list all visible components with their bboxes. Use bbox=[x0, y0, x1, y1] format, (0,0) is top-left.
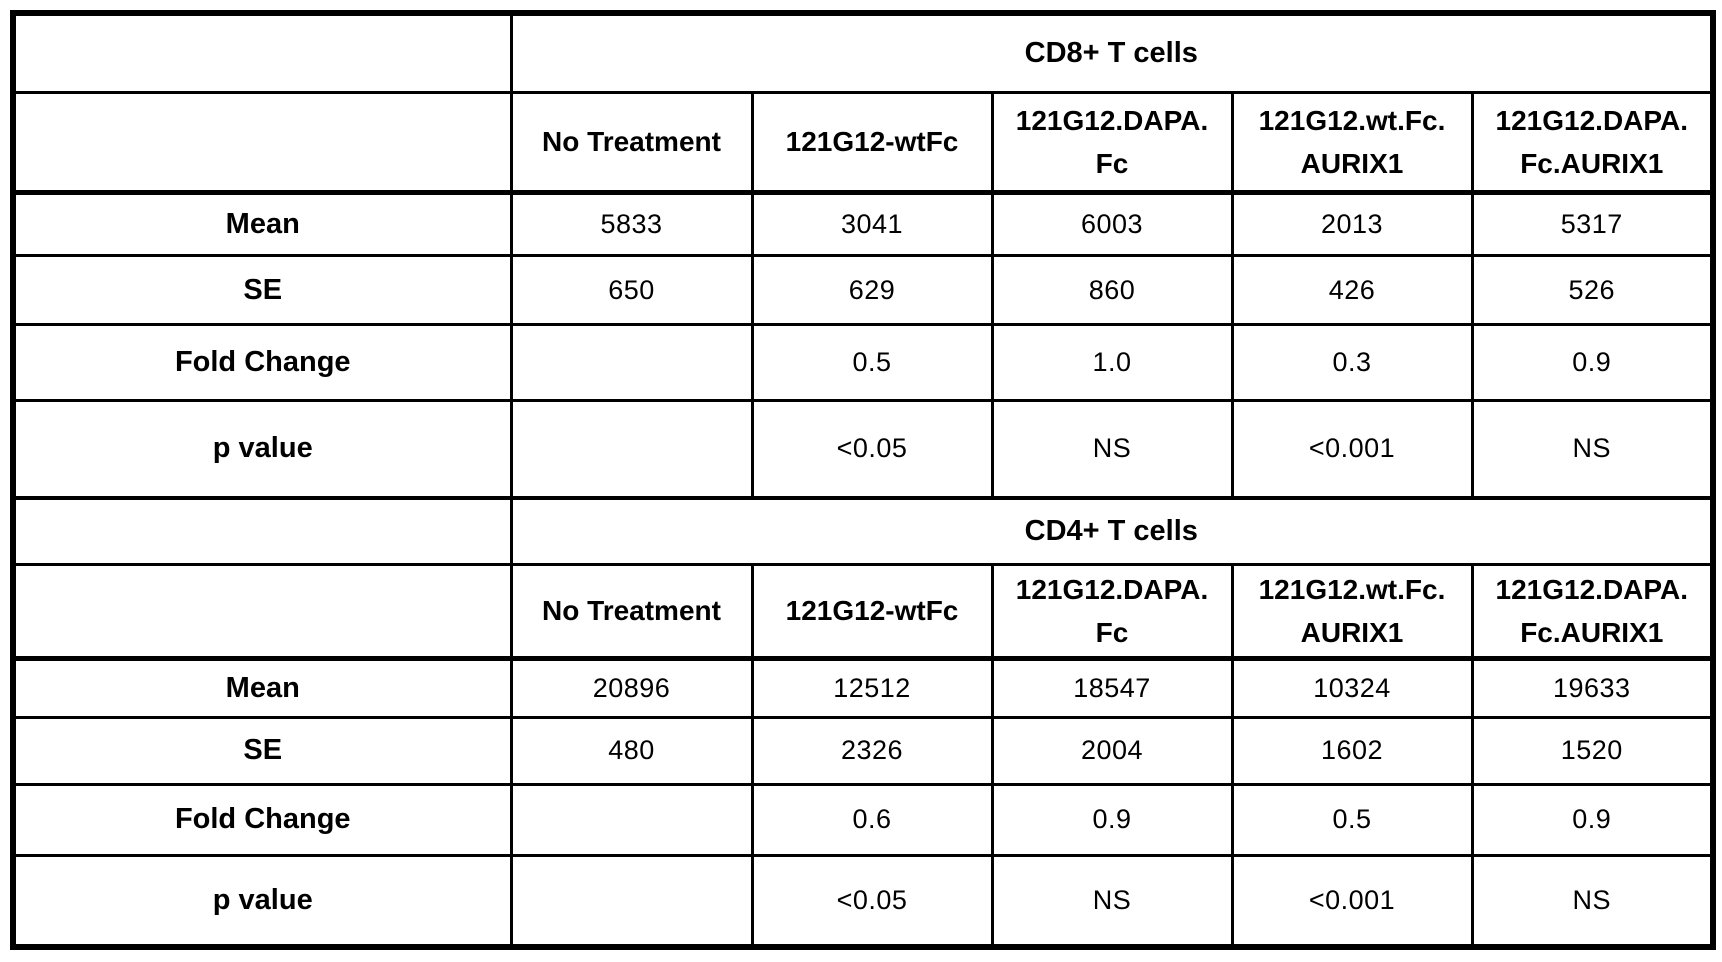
cell-value: 18547 bbox=[990, 656, 1234, 719]
row-label-se: SE bbox=[11, 715, 513, 786]
empty-corner-cell bbox=[11, 495, 513, 567]
section-title-cd4: CD4+ T cells bbox=[509, 495, 1715, 567]
table-row-se-cd8: SE 650 629 860 426 526 bbox=[11, 254, 1715, 327]
section-cd8-title-row: CD8+ T cells bbox=[11, 10, 1715, 94]
cell-value: 0.9 bbox=[1470, 782, 1715, 857]
cell-value: 0.6 bbox=[750, 782, 994, 857]
cell-value: 19633 bbox=[1470, 656, 1715, 719]
cell-value bbox=[509, 323, 754, 402]
cell-value: 0.9 bbox=[990, 782, 1234, 857]
row-label-p-value: p value bbox=[11, 398, 513, 500]
column-header-no-treatment: No Treatment bbox=[509, 90, 754, 196]
column-header-121g12-dapa-fc: 121G12.DAPA. Fc bbox=[990, 90, 1234, 196]
cell-value: NS bbox=[1470, 853, 1715, 949]
cell-value: 20896 bbox=[509, 656, 754, 719]
table-row-mean-cd4: Mean 20896 12512 18547 10324 19633 bbox=[11, 656, 1715, 719]
cell-value: 2326 bbox=[750, 715, 994, 786]
cell-value: 480 bbox=[509, 715, 754, 786]
cell-value: NS bbox=[1470, 398, 1715, 500]
cell-value: <0.001 bbox=[1230, 853, 1474, 949]
cell-value: 0.5 bbox=[1230, 782, 1474, 857]
cell-value bbox=[509, 782, 754, 857]
empty-corner-cell bbox=[11, 10, 513, 94]
empty-header-cell bbox=[11, 90, 513, 196]
column-header-121g12-dapa-fc-aurix1: 121G12.DAPA. Fc.AURIX1 bbox=[1470, 563, 1715, 661]
cell-value: 426 bbox=[1230, 254, 1474, 327]
cell-value: NS bbox=[990, 853, 1234, 949]
row-label-se: SE bbox=[11, 254, 513, 327]
column-header-121g12-wtfc: 121G12-wtFc bbox=[750, 563, 994, 661]
cell-value: 1520 bbox=[1470, 715, 1715, 786]
cell-value: 526 bbox=[1470, 254, 1715, 327]
table-row-p-value-cd4: p value <0.05 NS <0.001 NS bbox=[11, 853, 1715, 949]
cell-value: 1.0 bbox=[990, 323, 1234, 402]
column-header-no-treatment: No Treatment bbox=[509, 563, 754, 661]
section-title-cd8: CD8+ T cells bbox=[509, 10, 1715, 94]
results-table: CD8+ T cells No Treatment 121G12-wtFc 12… bbox=[10, 10, 1717, 950]
section-cd4-title-row: CD4+ T cells bbox=[11, 495, 1715, 567]
table-row-p-value-cd8: p value <0.05 NS <0.001 NS bbox=[11, 398, 1715, 500]
cell-value: 5833 bbox=[509, 191, 754, 258]
section-cd4-column-header-row: No Treatment 121G12-wtFc 121G12.DAPA. Fc… bbox=[11, 563, 1715, 661]
cell-value: 1602 bbox=[1230, 715, 1474, 786]
cell-value: 0.3 bbox=[1230, 323, 1474, 402]
cell-value: 3041 bbox=[750, 191, 994, 258]
row-label-mean: Mean bbox=[11, 191, 513, 258]
table-row-se-cd4: SE 480 2326 2004 1602 1520 bbox=[11, 715, 1715, 786]
cell-value bbox=[509, 853, 754, 949]
cell-value: 6003 bbox=[990, 191, 1234, 258]
column-header-121g12-dapa-fc: 121G12.DAPA. Fc bbox=[990, 563, 1234, 661]
column-header-121g12-dapa-fc-aurix1: 121G12.DAPA. Fc.AURIX1 bbox=[1470, 90, 1715, 196]
cell-value: <0.05 bbox=[750, 853, 994, 949]
table-row-mean-cd8: Mean 5833 3041 6003 2013 5317 bbox=[11, 191, 1715, 258]
table-figure: CD8+ T cells No Treatment 121G12-wtFc 12… bbox=[10, 10, 1717, 950]
cell-value: 2004 bbox=[990, 715, 1234, 786]
cell-value: NS bbox=[990, 398, 1234, 500]
empty-header-cell bbox=[11, 563, 513, 661]
cell-value: 2013 bbox=[1230, 191, 1474, 258]
cell-value bbox=[509, 398, 754, 500]
cell-value: 10324 bbox=[1230, 656, 1474, 719]
cell-value: <0.05 bbox=[750, 398, 994, 500]
column-header-121g12-wtfc: 121G12-wtFc bbox=[750, 90, 994, 196]
row-label-fold-change: Fold Change bbox=[11, 323, 513, 402]
cell-value: <0.001 bbox=[1230, 398, 1474, 500]
cell-value: 5317 bbox=[1470, 191, 1715, 258]
row-label-fold-change: Fold Change bbox=[11, 782, 513, 857]
cell-value: 12512 bbox=[750, 656, 994, 719]
table-row-fold-change-cd8: Fold Change 0.5 1.0 0.3 0.9 bbox=[11, 323, 1715, 402]
column-header-121g12-wt-fc-aurix1: 121G12.wt.Fc. AURIX1 bbox=[1230, 90, 1474, 196]
cell-value: 629 bbox=[750, 254, 994, 327]
table-row-fold-change-cd4: Fold Change 0.6 0.9 0.5 0.9 bbox=[11, 782, 1715, 857]
cell-value: 0.5 bbox=[750, 323, 994, 402]
row-label-mean: Mean bbox=[11, 656, 513, 719]
row-label-p-value: p value bbox=[11, 853, 513, 949]
section-cd8-column-header-row: No Treatment 121G12-wtFc 121G12.DAPA. Fc… bbox=[11, 90, 1715, 196]
cell-value: 0.9 bbox=[1470, 323, 1715, 402]
column-header-121g12-wt-fc-aurix1: 121G12.wt.Fc. AURIX1 bbox=[1230, 563, 1474, 661]
cell-value: 860 bbox=[990, 254, 1234, 327]
cell-value: 650 bbox=[509, 254, 754, 327]
